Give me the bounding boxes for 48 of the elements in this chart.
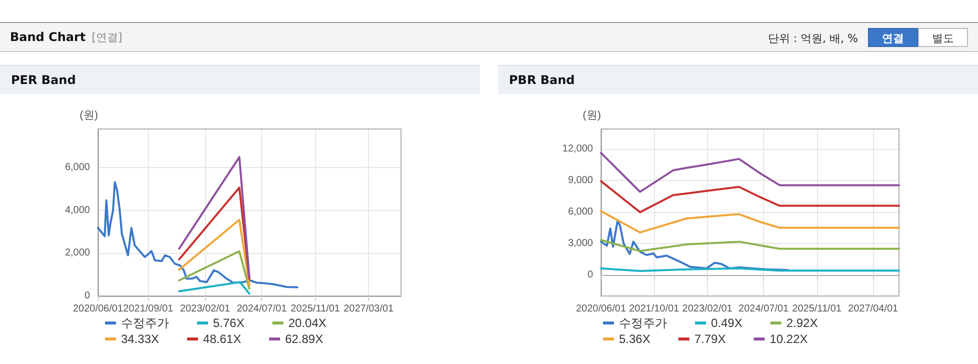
x-tick-label: 2020/06/01 bbox=[576, 304, 626, 314]
y-tick-label: 6,000 bbox=[64, 162, 90, 174]
line-series bbox=[600, 210, 900, 234]
line-series bbox=[600, 180, 900, 214]
legend-label: 10.22X bbox=[770, 332, 832, 346]
line-series bbox=[97, 181, 298, 288]
y-tick-label: 0 bbox=[587, 269, 594, 280]
text: [연결] bbox=[92, 31, 122, 44]
y-axis-title: (원) bbox=[80, 110, 98, 122]
x-tick-label: 2025/11/01 bbox=[792, 304, 842, 314]
legend-label: 20.04X bbox=[288, 316, 350, 330]
x-tick-label: 2023/02/01 bbox=[682, 304, 733, 314]
legend-label: 2.92X bbox=[786, 316, 842, 330]
y-tick-label: 3,000 bbox=[568, 238, 594, 249]
y-tick-label: 12,000 bbox=[562, 143, 594, 154]
line-series bbox=[600, 152, 900, 193]
y-tick-label: 0 bbox=[84, 290, 90, 302]
x-tick-label: 2024/07/01 bbox=[236, 304, 288, 314]
y-tick-label: 2,000 bbox=[64, 248, 90, 259]
legend-label: 5.36X bbox=[619, 332, 674, 346]
legend-label: 7.79X bbox=[694, 332, 750, 346]
text: 별도 bbox=[918, 28, 968, 47]
x-tick-label: 2021/09/01 bbox=[123, 304, 174, 314]
y-tick-label: 9,000 bbox=[568, 174, 594, 186]
chart-title: PER Band bbox=[0, 65, 480, 94]
y-tick-label: 6,000 bbox=[568, 206, 594, 218]
text: 단위 : 억원, 배, % bbox=[768, 31, 858, 46]
y-tick-label: 4,000 bbox=[64, 204, 90, 216]
legend-label: 34.33X bbox=[121, 332, 184, 346]
x-tick-label: 2027/04/01 bbox=[848, 304, 899, 314]
x-tick-label: 2021/10/01 bbox=[629, 304, 680, 314]
x-tick-label: 2025/11/01 bbox=[290, 304, 340, 314]
line-series bbox=[600, 219, 789, 271]
y-axis-title: (원) bbox=[582, 110, 601, 122]
legend-label: 62.89X bbox=[285, 332, 348, 346]
legend-label: 수정주가 bbox=[619, 316, 691, 330]
x-tick-label: 2024/07/01 bbox=[738, 304, 790, 314]
x-tick-label: 2023/02/01 bbox=[180, 304, 231, 314]
legend-label: 5.76X bbox=[213, 316, 268, 330]
text: Band Chart bbox=[10, 30, 86, 44]
text: 연결 bbox=[868, 28, 918, 47]
line-series bbox=[600, 239, 900, 252]
x-tick-label: 2027/03/01 bbox=[344, 304, 394, 314]
legend-label: 0.49X bbox=[711, 316, 766, 330]
chart-title: PBR Band bbox=[498, 65, 978, 94]
x-tick-label: 2020/06/01 bbox=[72, 304, 124, 314]
legend-label: 수정주가 bbox=[121, 316, 193, 330]
legend-label: 48.61X bbox=[203, 332, 266, 346]
